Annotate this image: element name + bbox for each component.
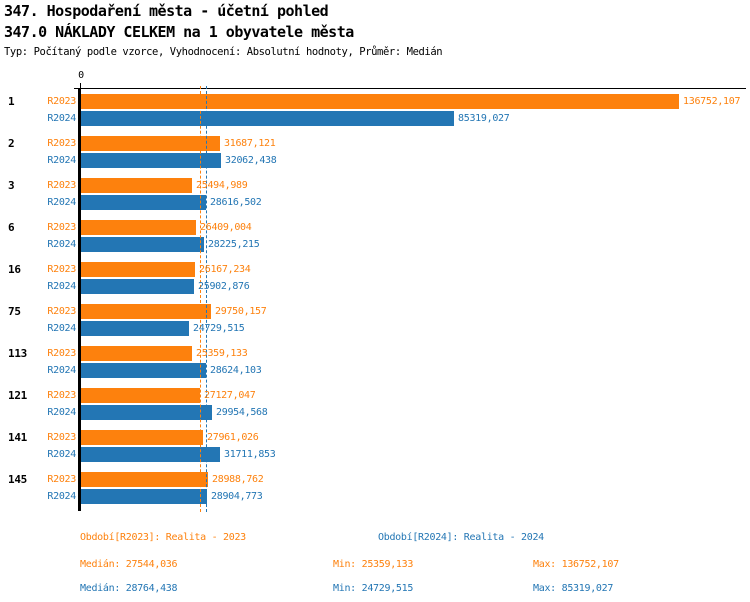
series-label: R2023 [47,474,76,485]
bar-value-label: 136752,107 [683,96,741,107]
category-label: 145 [8,473,27,486]
category-label: 6 [8,221,15,234]
bar-R2024-121 [81,405,212,420]
series-label: R2023 [47,138,76,149]
bar-value-label: 27961,026 [207,432,259,443]
legend-max-r2024: Max: 85319,027 [533,583,614,594]
category-label: 16 [8,263,21,276]
legend-median-r2023: Medián: 27544,036 [80,559,178,570]
bar-R2024-75 [81,321,189,336]
bar-R2024-1 [81,111,454,126]
series-label: R2023 [47,222,76,233]
series-label: R2023 [47,306,76,317]
bar-value-label: 27127,047 [204,390,256,401]
legend-min-r2023: Min: 25359,133 [333,559,414,570]
bar-value-label: 24729,515 [193,323,245,334]
bar-value-label: 29954,568 [216,407,268,418]
series-label: R2024 [47,197,76,208]
series-label: R2023 [47,264,76,275]
bar-value-label: 25494,989 [196,180,248,191]
report-subtitle: 347.0 NÁKLADY CELKEM na 1 obyvatele měst… [4,23,354,41]
bar-value-label: 31687,121 [224,138,276,149]
bar-value-label: 32062,438 [225,155,277,166]
bar-value-label: 28225,215 [208,239,260,250]
median-line-R2023 [200,86,201,512]
category-label: 141 [8,431,27,444]
legend-median-r2024: Medián: 28764,438 [80,583,178,594]
bar-R2023-16 [81,262,195,277]
bar-value-label: 28616,502 [210,197,262,208]
series-label: R2023 [47,348,76,359]
x-axis-tick [80,83,81,88]
bar-R2024-113 [81,363,206,378]
legend-series-r2023: Období[R2023]: Realita - 2023 [80,532,246,543]
bar-R2024-16 [81,279,194,294]
series-label: R2024 [47,323,76,334]
bar-R2024-141 [81,447,220,462]
category-label: 75 [8,305,21,318]
category-label: 1 [8,95,15,108]
legend-max-r2023: Max: 136752,107 [533,559,619,570]
bar-R2024-3 [81,195,206,210]
report-meta-line: Typ: Počítaný podle vzorce, Vyhodnocení:… [4,46,443,58]
bar-value-label: 26167,234 [199,264,251,275]
bar-R2024-2 [81,153,221,168]
bar-value-label: 26409,004 [200,222,252,233]
series-label: R2024 [47,449,76,460]
series-label: R2024 [47,491,76,502]
series-label: R2023 [47,180,76,191]
report-title: 347. Hospodaření města - účetní pohled [4,2,329,20]
y-axis-line [78,88,81,511]
category-label: 3 [8,179,15,192]
median-line-R2024 [206,86,207,512]
bar-value-label: 28988,762 [212,474,264,485]
x-axis-line [74,88,746,89]
bar-R2024-6 [81,237,204,252]
series-label: R2023 [47,96,76,107]
series-label: R2024 [47,155,76,166]
bar-R2023-121 [81,388,200,403]
series-label: R2024 [47,281,76,292]
bar-R2023-113 [81,346,192,361]
legend-series-r2024: Období[R2024]: Realita - 2024 [378,532,544,543]
bar-R2023-3 [81,178,192,193]
bar-value-label: 25902,876 [198,281,250,292]
bar-value-label: 28624,103 [210,365,262,376]
category-label: 121 [8,389,27,402]
category-label: 2 [8,137,15,150]
bar-value-label: 31711,853 [224,449,276,460]
series-label: R2024 [47,407,76,418]
bar-R2023-145 [81,472,208,487]
series-label: R2023 [47,390,76,401]
series-label: R2024 [47,239,76,250]
category-label: 113 [8,347,27,360]
bar-R2024-145 [81,489,207,504]
bar-R2023-2 [81,136,220,151]
x-axis-zero-label: 0 [78,70,84,81]
bar-value-label: 25359,133 [196,348,248,359]
bar-R2023-75 [81,304,211,319]
bar-R2023-141 [81,430,203,445]
legend-min-r2024: Min: 24729,515 [333,583,414,594]
bar-value-label: 28904,773 [211,491,263,502]
series-label: R2023 [47,432,76,443]
bar-R2023-6 [81,220,196,235]
bar-value-label: 29750,157 [215,306,267,317]
series-label: R2024 [47,113,76,124]
bar-value-label: 85319,027 [458,113,510,124]
bar-R2023-1 [81,94,679,109]
series-label: R2024 [47,365,76,376]
